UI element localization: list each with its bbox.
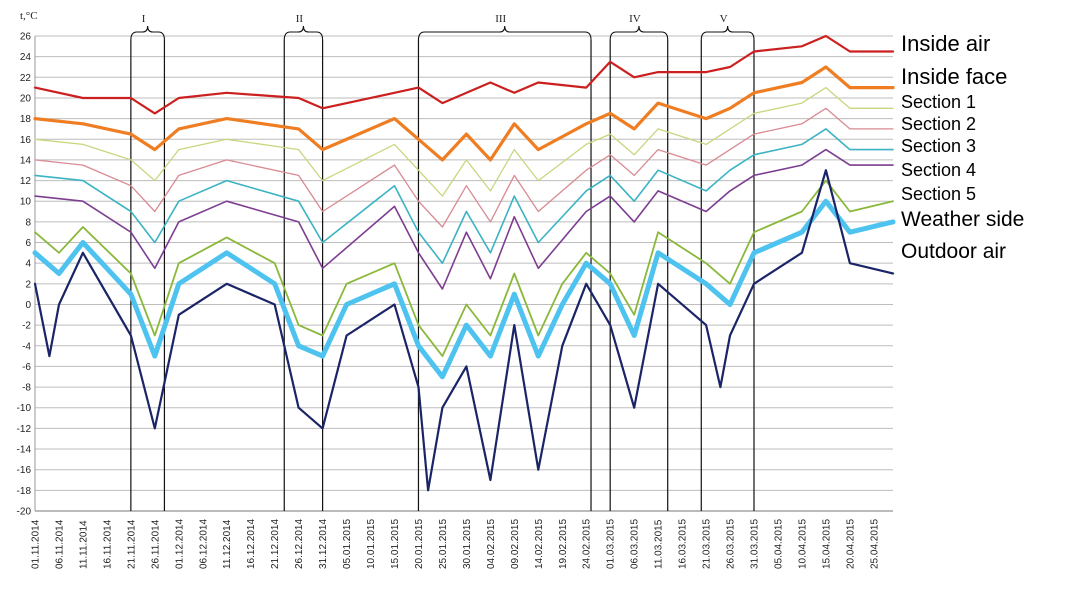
x-tick-label: 14.02.2015 [534, 519, 545, 569]
y-tick-label: 20 [20, 93, 32, 104]
x-tick-label: 21.11.2014 [126, 519, 137, 569]
series-line-inside-air [33, 34, 895, 115]
period-label: I [142, 13, 146, 25]
x-tick-label: 06.11.2014 [54, 519, 65, 569]
x-tick-label: 16.03.2015 [678, 519, 689, 569]
x-tick-label: 26.11.2014 [150, 519, 161, 569]
legend-label: Inside face [901, 64, 1007, 89]
x-tick-label: 16.11.2014 [102, 519, 113, 569]
x-tick-label: 11.11.2014 [78, 520, 89, 569]
x-tick-label: 11.12.2014 [222, 519, 233, 569]
x-tick-label: 09.02.2015 [510, 519, 521, 569]
x-tick-label: 21.03.2015 [702, 519, 713, 569]
x-tick-label: 05.04.2015 [773, 519, 784, 569]
series-line-section-4 [34, 148, 894, 290]
y-tick-label: 22 [20, 73, 32, 84]
series-line-section-3 [34, 128, 894, 265]
x-tick-label: 01.03.2015 [606, 519, 617, 569]
legend-label: Weather side [901, 208, 1024, 231]
series-lines [32, 34, 896, 492]
y-tick-label: 10 [20, 197, 32, 208]
series-line-section-2 [34, 107, 894, 228]
period-bracket [130, 25, 165, 41]
y-tick-label: -14 [17, 445, 32, 456]
x-tick-label: 06.03.2015 [630, 519, 641, 569]
y-tick-label: -10 [17, 403, 32, 414]
legend-label: Outdoor air [901, 240, 1006, 263]
series-line-inside-face [33, 65, 895, 162]
y-tick-label: 24 [20, 52, 32, 63]
x-tick-label: 24.02.2015 [582, 519, 593, 569]
legend-label: Section 3 [901, 136, 976, 156]
x-tick-label: 01.12.2014 [174, 519, 185, 569]
x-tick-label: 10.04.2015 [797, 519, 808, 569]
series-line-outdoor-air [33, 169, 895, 492]
period-bracket [417, 25, 592, 41]
y-tick-label: -2 [22, 321, 31, 332]
series-line-section-1 [34, 86, 894, 197]
x-tick-label: 25.04.2015 [869, 519, 880, 569]
series-line-section-5 [34, 179, 894, 358]
x-tick-label: 25.01.2015 [438, 519, 449, 569]
x-tick-label: 26.03.2015 [726, 519, 737, 569]
y-tick-label: 0 [25, 300, 31, 311]
x-tick-label: 01.11.2014 [31, 519, 42, 569]
x-tick-label: 04.02.2015 [486, 519, 497, 569]
y-tick-label: -4 [22, 341, 31, 352]
x-tick-label: 15.01.2015 [390, 519, 401, 569]
x-tick-label: 19.02.2015 [558, 519, 569, 569]
y-tick-label: 2 [25, 279, 31, 290]
y-axis-label: t,°C [20, 10, 38, 22]
period-bracket [700, 25, 755, 41]
period-label: II [296, 13, 304, 25]
x-tick-label: 20.01.2015 [414, 519, 425, 569]
x-axis: 01.11.2014 06.11.2014 11.11.2014 16.11.2014… [31, 519, 881, 569]
y-tick-label: -6 [22, 362, 31, 373]
y-axis: -20-18-16-14-12-10-8-6-4-202468101214161… [17, 32, 893, 518]
y-tick-label: 14 [20, 155, 32, 166]
x-tick-label: 10.01.2015 [366, 519, 377, 569]
legend-label: Inside air [901, 31, 990, 56]
x-tick-label: 26.12.2014 [294, 519, 305, 569]
legend-label: Section 2 [901, 114, 976, 134]
series-line-weather-side [32, 198, 896, 380]
legend-label: Section 1 [901, 92, 976, 112]
period-label: IV [629, 13, 641, 25]
x-tick-label: 15.04.2015 [821, 519, 832, 569]
y-tick-label: 4 [25, 259, 31, 270]
period-markers: I II III IV V [130, 13, 755, 511]
x-tick-label: 05.01.2015 [342, 519, 353, 569]
y-tick-label: 8 [25, 217, 31, 228]
y-tick-label: -16 [17, 465, 32, 476]
y-tick-label: 18 [20, 114, 32, 125]
y-tick-label: -8 [22, 383, 31, 394]
period-label: V [720, 13, 728, 25]
x-tick-label: 16.12.2014 [246, 519, 257, 569]
x-tick-label: 30.01.2015 [462, 519, 473, 569]
y-tick-label: 6 [25, 238, 31, 249]
period-bracket [609, 25, 669, 41]
y-tick-label: 12 [20, 176, 32, 187]
x-tick-label: 06.12.2014 [198, 519, 209, 569]
x-tick-label: 31.03.2015 [749, 519, 760, 569]
y-tick-label: 16 [20, 135, 32, 146]
legend-label: Section 4 [901, 160, 976, 180]
period-bracket [283, 25, 324, 41]
period-label: III [495, 13, 506, 25]
y-tick-label: 26 [20, 32, 32, 43]
x-tick-label: 21.12.2014 [270, 519, 281, 569]
legend-label: Section 5 [901, 184, 976, 204]
y-tick-label: -18 [17, 486, 32, 497]
y-tick-label: -20 [17, 507, 32, 518]
x-tick-label: 20.04.2015 [845, 519, 856, 569]
x-tick-label: 31.12.2014 [318, 519, 329, 569]
y-tick-label: -12 [17, 424, 32, 435]
x-tick-label: 11.03.2015 [654, 519, 665, 569]
